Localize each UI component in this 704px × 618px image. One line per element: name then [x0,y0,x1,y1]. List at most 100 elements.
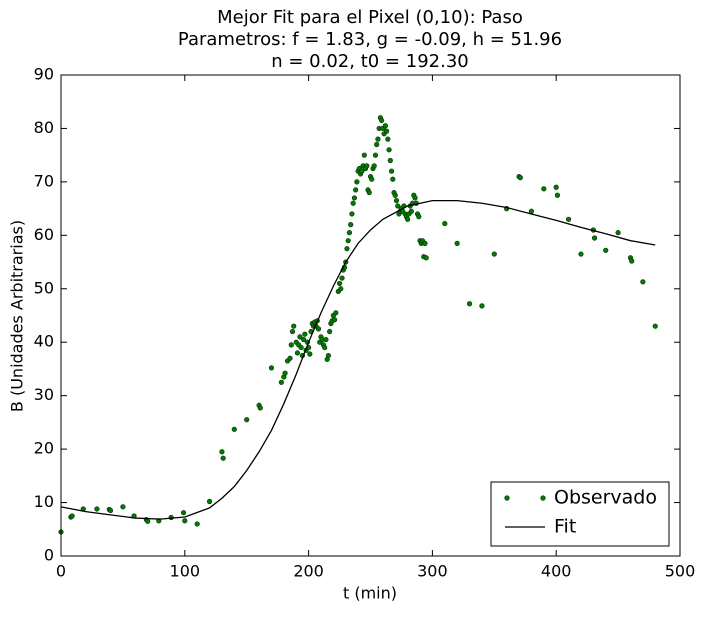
y-tick-label: 40 [34,332,54,351]
data-point [359,168,365,174]
data-point [405,216,411,222]
data-point [268,365,275,371]
y-tick-label: 10 [34,492,54,511]
data-point [491,251,497,257]
data-point [354,179,360,185]
legend-label: Fit [554,516,576,538]
chart-title: Mejor Fit para el Pixel (0,10): Paso [217,7,523,28]
data-point [345,238,351,244]
data-point [640,279,646,285]
data-point [120,504,126,510]
data-point [392,192,398,198]
data-point [145,518,151,524]
x-tick-label: 500 [665,562,696,581]
data-point [194,521,200,527]
data-point [353,187,359,193]
data-point [289,328,296,335]
data-point [331,317,338,323]
y-tick-label: 70 [34,171,54,190]
data-point [244,417,250,423]
legend-label: Observado [554,487,657,509]
x-tick-label: 200 [293,562,324,581]
data-point [466,301,473,307]
data-point [291,323,297,329]
chart-title: Parametros: f = 1.83, g = -0.09, h = 51.… [178,29,562,50]
legend-box [490,481,670,547]
data-point [351,195,358,201]
data-point [454,240,460,246]
data-point [422,240,428,246]
data-point [294,350,301,356]
plot-frame [60,74,681,557]
data-point [333,310,339,316]
data-point [288,342,294,348]
data-point [231,426,237,432]
data-point [383,128,390,134]
data-point [297,334,303,340]
legend-marker [540,495,546,501]
data-point [385,136,391,142]
data-point [349,211,355,217]
data-point [315,326,322,332]
x-tick-label: 300 [417,562,448,581]
data-point [257,405,263,411]
data-point [182,518,188,524]
data-point [393,197,400,204]
data-point [322,344,328,351]
data-point [591,235,598,241]
data-point [302,331,308,337]
data-point [553,184,559,190]
data-point [336,280,343,287]
x-axis-label: t (min) [343,584,397,603]
data-point [652,323,658,329]
data-point [220,455,226,461]
data-point [94,506,100,512]
data-point [361,152,367,158]
data-point [278,379,284,385]
data-point [371,163,377,169]
data-point [350,200,356,206]
data-point [338,286,344,292]
data-point [416,214,422,220]
data-point [423,255,429,261]
data-point [374,141,380,148]
x-tick-label: 0 [56,562,66,581]
data-point [541,186,547,192]
data-point [390,176,396,182]
data-point [369,176,375,182]
data-point [479,303,485,309]
data-point [327,328,333,335]
y-tick-label: 60 [34,225,54,244]
y-tick-label: 80 [34,118,54,137]
data-point [366,189,372,196]
data-point [388,168,395,174]
data-point [287,355,293,361]
y-axis-label: B (Unidades Arbitrarias) [8,220,27,412]
data-point [339,275,345,281]
data-point [554,192,561,198]
data-point [344,246,350,252]
y-tick-label: 50 [34,278,54,297]
data-point [395,203,401,209]
fit-line [60,199,656,520]
data-point [325,352,332,359]
data-point [603,247,609,253]
data-point [372,152,379,158]
data-point [364,163,370,169]
data-point [382,123,388,129]
data-point [386,147,392,153]
data-point [282,370,288,376]
y-tick-label: 0 [44,546,54,565]
data-point [69,513,75,519]
data-point [348,222,354,228]
data-point [206,498,213,505]
data-point [387,157,393,164]
data-point [412,195,418,201]
y-tick-label: 20 [34,439,54,458]
data-point [107,507,114,514]
data-point [301,336,307,343]
y-tick-label: 30 [34,385,54,404]
chart-title: n = 0.02, t0 = 192.30 [271,51,468,72]
legend-marker [504,495,510,501]
